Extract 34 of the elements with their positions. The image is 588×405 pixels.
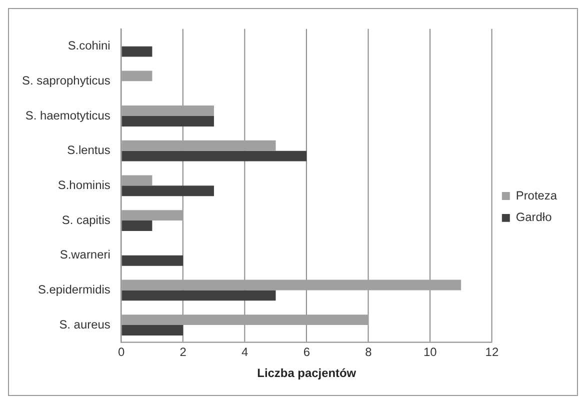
y-tick-label: S.cohini: [68, 38, 110, 53]
bar: [122, 325, 184, 336]
x-tick-label: 12: [485, 344, 499, 359]
y-tick-label: S. capitis: [62, 212, 110, 227]
bar: [122, 210, 184, 221]
bar: [122, 220, 152, 231]
bar: [122, 314, 368, 326]
bar: [122, 116, 214, 126]
y-tick-label: S.warneri: [60, 248, 110, 262]
y-tick-label: S. saprophyticus: [22, 73, 110, 88]
bar: [122, 106, 214, 116]
x-axis-title: Liczba pacjentów: [257, 366, 357, 380]
bar: [122, 255, 184, 266]
x-tick-label: 6: [303, 344, 310, 359]
x-tick-label: 8: [365, 344, 372, 359]
x-tick-label: 4: [242, 344, 249, 359]
bar: [122, 46, 152, 57]
bar: [122, 290, 276, 301]
x-tick-label: 2: [180, 344, 187, 359]
legend-label: Gardło: [516, 210, 552, 224]
y-tick-label: S.epidermidis: [38, 282, 110, 297]
bar: [122, 140, 276, 151]
x-tick-label: 0: [118, 344, 125, 359]
bar: [122, 175, 152, 186]
legend-label: Proteza: [516, 188, 558, 202]
bar: [122, 186, 214, 196]
y-tick-label: S.lentus: [67, 143, 110, 158]
bar: [122, 280, 462, 290]
bar: [122, 70, 152, 82]
x-tick-label: 10: [424, 344, 438, 359]
y-tick-label: S. haemotyticus: [25, 108, 110, 122]
bar: [122, 150, 307, 162]
y-tick-label: S.hominis: [58, 178, 110, 192]
y-tick-label: S. aureus: [59, 317, 110, 332]
